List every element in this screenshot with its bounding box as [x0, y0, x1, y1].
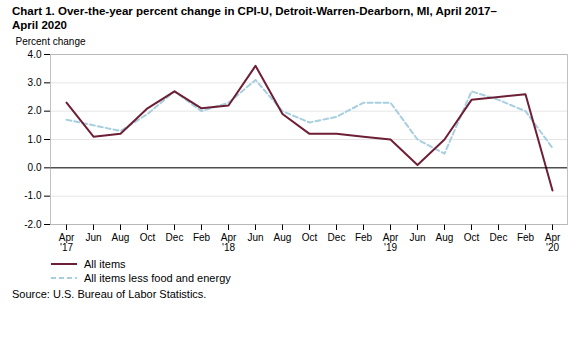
svg-text:Aug: Aug [112, 232, 130, 243]
svg-text:Feb: Feb [517, 232, 535, 243]
svg-text:Feb: Feb [355, 232, 373, 243]
svg-text:3.0: 3.0 [28, 77, 42, 88]
svg-text:2.0: 2.0 [28, 105, 42, 116]
svg-text:4.0: 4.0 [28, 49, 42, 60]
svg-text:Apr'19: Apr'19 [383, 232, 399, 253]
svg-text:-2.0: -2.0 [24, 219, 42, 230]
html-text:All items: All items [84, 258, 126, 270]
svg-text:Percent change: Percent change [16, 36, 86, 47]
svg-text:Feb: Feb [193, 232, 211, 243]
svg-text:Dec: Dec [490, 232, 508, 243]
svg-text:Apr'17: Apr'17 [59, 232, 75, 253]
svg-text:Apr'20: Apr'20 [545, 232, 561, 253]
svg-text:-1.0: -1.0 [24, 190, 42, 201]
html-text:All items less food and energy: All items less food and energy [84, 272, 231, 284]
svg-text:Apr'18: Apr'18 [221, 232, 237, 253]
svg-text:Oct: Oct [464, 232, 480, 243]
html-text:Source: U.S. Bureau of Labor S: Source: U.S. Bureau of Labor Statistics. [12, 288, 207, 300]
svg-text:Oct: Oct [140, 232, 156, 243]
svg-text:Dec: Dec [328, 232, 346, 243]
svg-text:Aug: Aug [274, 232, 292, 243]
svg-text:0.0: 0.0 [28, 162, 42, 173]
svg-text:Jun: Jun [247, 232, 263, 243]
svg-text:Oct: Oct [302, 232, 318, 243]
svg-text:Aug: Aug [436, 232, 454, 243]
svg-text:Jun: Jun [409, 232, 425, 243]
svg-text:Jun: Jun [85, 232, 101, 243]
svg-text:1.0: 1.0 [28, 134, 42, 145]
html-text:Chart 1. Over-the-year percent: Chart 1. Over-the-year percent change in… [12, 5, 497, 31]
svg-text:Dec: Dec [166, 232, 184, 243]
